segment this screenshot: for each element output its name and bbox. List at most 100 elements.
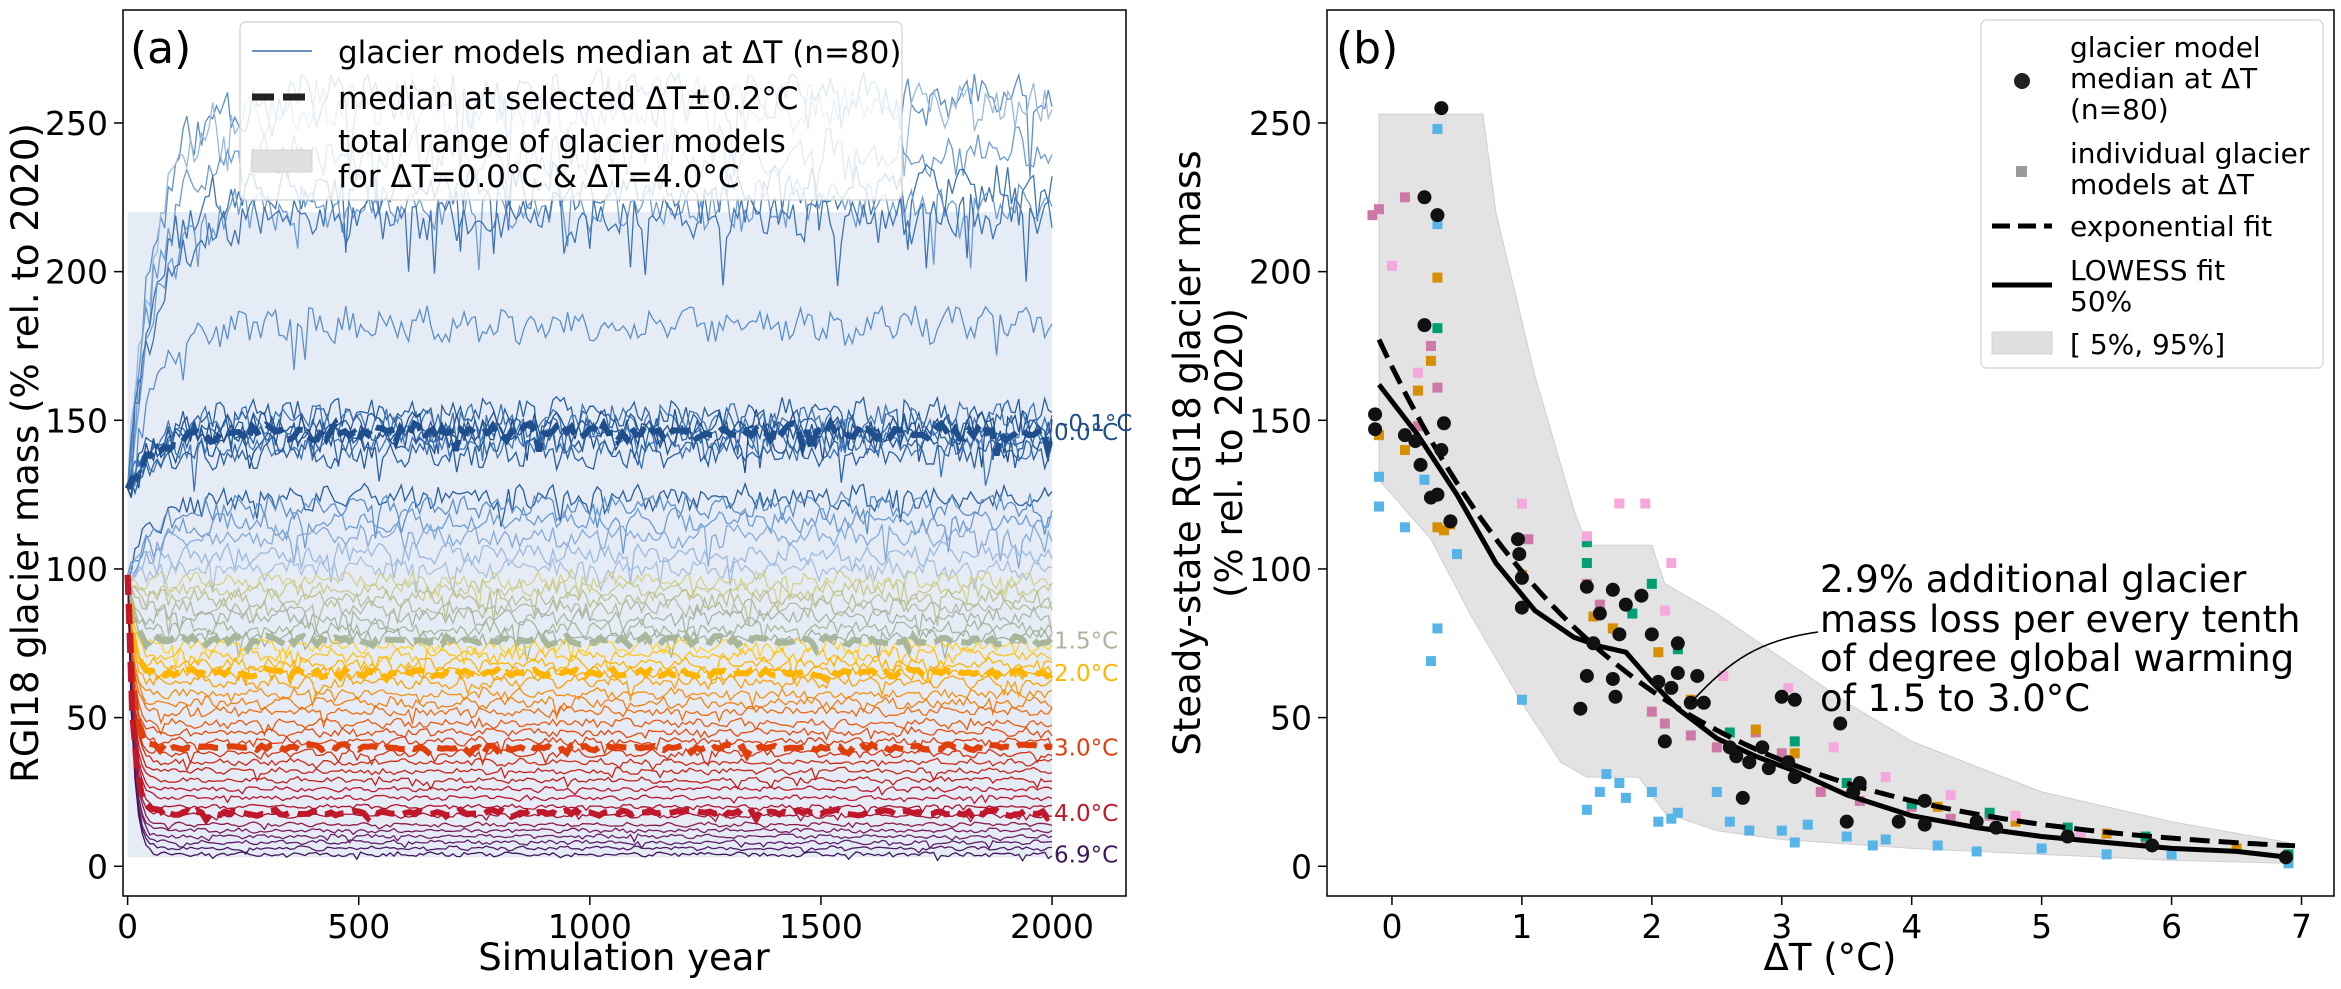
range-band-1 — [127, 568, 1053, 858]
individual-point-0-8 — [1432, 623, 1443, 634]
median-point-40 — [1735, 790, 1750, 805]
median-point-46 — [1781, 755, 1796, 770]
panel-a-tag: (a) — [130, 23, 191, 74]
model-line-50 — [126, 574, 1052, 856]
median-point-32 — [1664, 680, 1679, 695]
median-point-14 — [1511, 532, 1526, 547]
individual-point-0-14 — [1620, 792, 1631, 803]
model-line-47 — [126, 574, 1053, 836]
model-line-35 — [126, 574, 1053, 737]
model-line-49 — [126, 574, 1053, 850]
panel-a-frame — [122, 9, 1127, 897]
legend-individual-line-1: individual glacier — [2070, 137, 2310, 170]
a-xtick-label-1: 500 — [327, 907, 390, 946]
annotation-line-4: of 1.5 to 3.0°C — [1820, 677, 2090, 720]
median-point-26 — [1618, 597, 1633, 612]
median-point-47 — [1787, 770, 1802, 785]
individual-point-0-4 — [1432, 123, 1443, 134]
individual-point-0-18 — [1672, 807, 1683, 818]
median-point-31 — [1657, 734, 1672, 749]
legend-lowess-line-1: LOWESS fit — [2070, 254, 2225, 287]
end-label-1: 1.5°C — [1054, 628, 1118, 654]
individual-point-0-1 — [1373, 471, 1384, 482]
legend-median-circle-swatch — [2014, 73, 2030, 89]
individual-point-0-12 — [1601, 769, 1612, 780]
median-point-15 — [1512, 547, 1527, 562]
median-point-17 — [1514, 600, 1529, 615]
legend-entry-total-range: total range of glacier models — [338, 124, 786, 160]
panel-a: 0 500 1000 1500 2000 0 50 100 150 200 250 0.0°C-0.… — [4, 9, 1132, 979]
panel-b-x-title: ΔT (°C) — [1764, 936, 1897, 979]
panel-a-x-title: Simulation year — [478, 936, 770, 979]
legend-entry-glacier-models-median: glacier models median at ΔT (n=80) — [338, 35, 901, 71]
legend-median-line-1: glacier model — [2070, 31, 2261, 64]
median-point-41 — [1742, 755, 1757, 770]
individual-point-4-14 — [2075, 828, 2086, 839]
median-point-5 — [1417, 318, 1432, 333]
median-point-36 — [1690, 668, 1705, 683]
median-point-12 — [1436, 416, 1451, 431]
model-line-26 — [126, 574, 1053, 661]
individual-point-3-14 — [1789, 748, 1800, 759]
legend-individual-square-swatch — [2016, 166, 2027, 177]
a-xtick-label-2: 1000 — [548, 907, 632, 946]
b-ytick-label-3: 150 — [1249, 401, 1312, 440]
individual-point-3-6 — [1438, 525, 1449, 536]
panel-b-y-title-line2: (% rel. to 2020) — [1208, 308, 1251, 598]
median-point-24 — [1608, 689, 1623, 704]
panel-b-frame — [1326, 9, 2335, 897]
individual-point-3-2 — [1412, 385, 1423, 396]
individual-point-0-26 — [1867, 840, 1878, 851]
individual-point-4-13 — [2010, 810, 2021, 821]
median-point-7 — [1430, 208, 1445, 223]
individual-point-0-27 — [1880, 834, 1891, 845]
model-line-42 — [126, 574, 1053, 796]
b-xtick-label-2: 2 — [1641, 907, 1662, 946]
individual-point-0-7 — [1425, 656, 1436, 667]
individual-point-3-5 — [1432, 522, 1443, 533]
annotation-line-1: 2.9% additional glacier — [1820, 558, 2247, 601]
legend-patch-swatch — [251, 149, 313, 173]
individual-point-0-20 — [1724, 816, 1735, 827]
individual-point-4-11 — [1880, 772, 1891, 783]
a-ytick-label-4: 200 — [45, 253, 108, 292]
median-point-59 — [2278, 850, 2293, 865]
median-point-20 — [1579, 579, 1594, 594]
legend-median-line-3: (n=80) — [2070, 93, 2169, 126]
individual-point-0-19 — [1711, 786, 1722, 797]
model-line-44 — [126, 574, 1053, 815]
median-point-55 — [1969, 814, 1984, 829]
median-point-1 — [1368, 407, 1383, 422]
model-line-22 — [126, 574, 1053, 627]
a-ytick-label-1: 50 — [66, 699, 108, 738]
individual-point-0-11 — [1594, 786, 1605, 797]
individual-point-3-17 — [2010, 816, 2021, 827]
individual-point-1-11 — [1659, 718, 1670, 729]
individual-point-2-9 — [1906, 798, 1917, 809]
median-point-29 — [1644, 627, 1659, 642]
individual-point-1-6 — [1523, 534, 1534, 545]
legend-band-swatch — [1991, 331, 2053, 355]
individual-point-2-3 — [1627, 608, 1638, 619]
median-point-57 — [2060, 829, 2075, 844]
individual-point-0-16 — [1653, 816, 1664, 827]
b-xtick-label-4: 4 — [1901, 907, 1922, 946]
panel-a-legend-box — [239, 21, 903, 201]
individual-point-2-1 — [1581, 558, 1592, 569]
legend-exponential-label: exponential fit — [2070, 210, 2272, 243]
median-point-45 — [1787, 692, 1802, 707]
model-line-33 — [126, 574, 1053, 721]
median-point-44 — [1774, 689, 1789, 704]
panel-a-plot-area — [124, 69, 1055, 863]
median-point-11 — [1434, 443, 1449, 458]
median-point-18 — [1573, 701, 1588, 716]
individual-point-4-12 — [1945, 789, 1956, 800]
model-line-13 — [126, 434, 1053, 496]
median-point-21 — [1586, 636, 1601, 651]
legend-lowess-line-2: 50% — [2070, 285, 2132, 318]
model-line-20 — [127, 567, 1053, 611]
end-label-2: 2.0°C — [1054, 661, 1118, 687]
individual-point-2-4 — [1646, 578, 1657, 589]
individual-point-2-10 — [1984, 807, 1995, 818]
